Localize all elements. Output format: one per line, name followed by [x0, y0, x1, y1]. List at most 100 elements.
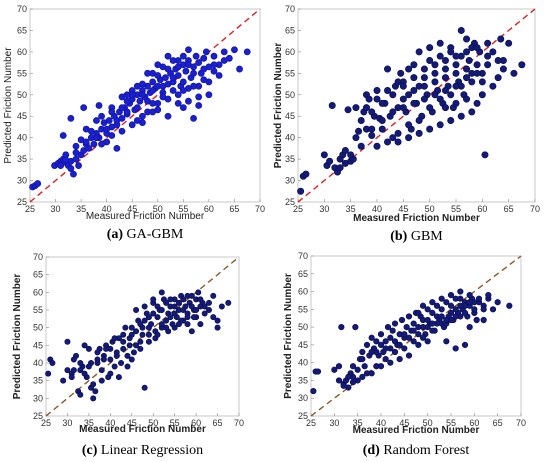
data-point [463, 95, 471, 103]
caption-letter: (c) [82, 443, 98, 458]
data-point [154, 331, 161, 338]
data-point [468, 108, 476, 116]
data-point [426, 56, 434, 64]
x-tick-label: 50 [148, 418, 158, 428]
data-point [124, 352, 131, 359]
data-point [403, 324, 410, 331]
data-point [70, 356, 77, 363]
data-point [80, 104, 88, 112]
data-point [363, 341, 371, 348]
x-tick-label: 45 [127, 418, 137, 428]
data-point [123, 91, 131, 99]
data-point [441, 104, 449, 112]
data-point [77, 359, 84, 366]
x-axis-label: Measured Friction Number [79, 424, 206, 435]
data-point [426, 125, 434, 133]
data-point [154, 72, 162, 79]
data-point [297, 187, 305, 195]
data-point [473, 61, 481, 69]
data-point [82, 138, 90, 146]
data-point [431, 78, 439, 86]
caption-text: GA-GBM [123, 227, 184, 242]
data-point [443, 316, 450, 324]
data-point [447, 302, 455, 309]
y-tick-label: 40 [17, 133, 27, 143]
x-tick-label: 30 [62, 418, 72, 428]
data-point [405, 134, 413, 142]
data-point [158, 306, 165, 313]
data-point [107, 356, 114, 363]
x-tick-label: 45 [398, 204, 408, 214]
data-point [436, 52, 444, 60]
data-point [144, 69, 151, 77]
data-point [401, 331, 408, 338]
data-point [93, 134, 100, 142]
data-point [489, 82, 497, 90]
data-point [158, 321, 165, 328]
data-point [136, 97, 144, 105]
data-point [378, 125, 386, 133]
data-point [452, 306, 459, 313]
data-point [85, 363, 92, 370]
data-point [389, 91, 397, 99]
data-point [373, 338, 380, 345]
data-point [424, 338, 431, 345]
data-point [494, 56, 502, 64]
data-point [141, 317, 148, 324]
data-point [461, 309, 469, 316]
data-point [396, 356, 403, 363]
data-point [419, 324, 427, 331]
y-tick-label: 55 [17, 68, 27, 78]
data-point [120, 331, 127, 338]
data-point [405, 334, 413, 341]
caption-text: Random Forest [380, 443, 470, 458]
data-point [331, 366, 338, 373]
data-point [126, 342, 133, 349]
data-point [154, 61, 162, 69]
x-tick-label: 70 [255, 204, 265, 214]
data-point [185, 97, 192, 105]
data-point [405, 352, 413, 359]
x-axis-label: Measured Friction Number [86, 211, 205, 222]
data-point [180, 296, 187, 303]
data-point [431, 91, 439, 99]
data-point [118, 359, 125, 366]
x-tick-label: 35 [84, 418, 94, 428]
data-point [473, 99, 481, 107]
data-point [361, 363, 368, 370]
data-point [139, 91, 146, 99]
data-point [387, 334, 394, 341]
data-point [120, 338, 127, 345]
data-point [169, 57, 177, 64]
data-point [180, 306, 187, 313]
data-point [452, 99, 460, 107]
x-tick-label: 45 [127, 204, 137, 214]
caption-letter: (b) [390, 229, 407, 244]
data-point [94, 356, 101, 363]
data-point [336, 164, 344, 172]
data-point [394, 78, 402, 86]
data-point [389, 108, 397, 116]
data-point [64, 338, 71, 345]
data-point [373, 95, 381, 103]
y-tick-label: 35 [17, 154, 27, 164]
data-point [357, 117, 365, 125]
data-point [108, 132, 116, 139]
data-point [431, 69, 439, 77]
y-tick-label: 45 [298, 340, 308, 350]
data-point [108, 108, 116, 116]
data-point [133, 328, 140, 335]
data-point [98, 112, 105, 120]
data-point [443, 299, 450, 306]
data-point [103, 345, 110, 352]
y-tick-label: 30 [17, 176, 27, 186]
data-point [163, 324, 170, 331]
x-tick-label: 30 [319, 204, 329, 214]
y-tick-label: 25 [298, 411, 308, 421]
data-point [149, 87, 157, 94]
data-point [480, 316, 487, 324]
data-point [338, 324, 345, 331]
data-point [384, 86, 392, 94]
data-point [133, 104, 141, 112]
data-point [210, 292, 217, 299]
